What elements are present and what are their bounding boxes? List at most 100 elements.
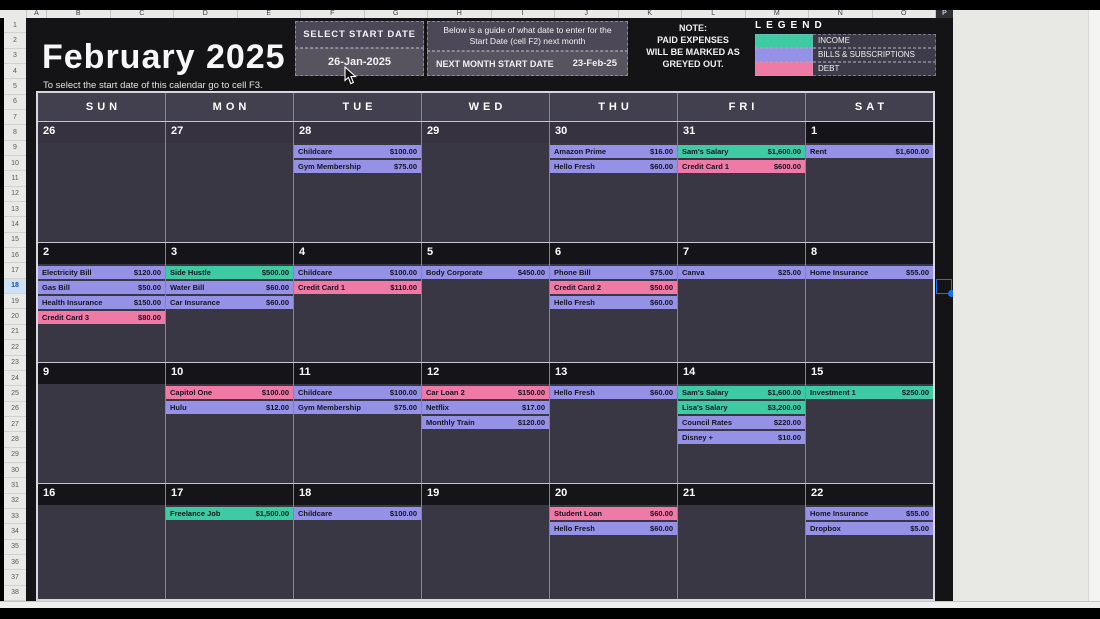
day-cell-11[interactable]: 11 Childcare $100.00 Gym Membership $75.00 — [293, 363, 421, 483]
row-header-33[interactable]: 33 — [4, 509, 26, 525]
calendar-entry[interactable]: Gas Bill $50.00 — [38, 280, 165, 294]
row-header-18[interactable]: 18 — [4, 278, 26, 295]
day-cell-1[interactable]: 1 Rent $1,600.00 — [805, 122, 933, 242]
row-header-38[interactable]: 38 — [4, 586, 26, 601]
column-header-G[interactable]: G — [363, 10, 428, 18]
column-header-C[interactable]: C — [109, 10, 174, 18]
calendar-entry[interactable]: Car Insurance $60.00 — [166, 295, 293, 309]
calendar-entry[interactable]: Side Hustle $500.00 — [166, 265, 293, 279]
calendar-entry[interactable]: Childcare $100.00 — [294, 145, 421, 158]
fill-handle-icon[interactable] — [948, 290, 955, 297]
row-header-21[interactable]: 21 — [4, 325, 26, 341]
day-cell-7[interactable]: 7 Canva $25.00 — [677, 242, 805, 362]
calendar-entry[interactable]: Hello Fresh $60.00 — [550, 386, 677, 399]
calendar-entry[interactable]: Rent $1,600.00 — [806, 145, 933, 158]
calendar-entry[interactable]: Gym Membership $75.00 — [294, 401, 421, 414]
calendar-entry[interactable]: Sam's Salary $1,600.00 — [678, 145, 805, 158]
calendar-entry[interactable]: Body Corporate $450.00 — [422, 265, 549, 279]
column-header-K[interactable]: K — [617, 10, 682, 18]
day-cell-6[interactable]: 6 Phone Bill $75.00 Credit Card 2 $50.00 Hell… — [549, 242, 677, 362]
horizontal-scroll-strip[interactable] — [0, 601, 1100, 608]
row-header-11[interactable]: 11 — [4, 171, 26, 187]
selected-cell[interactable] — [936, 279, 955, 297]
day-cell-20[interactable]: 20 Student Loan $60.00 Hello Fresh $60.00 — [549, 483, 677, 599]
column-header-D[interactable]: D — [173, 10, 237, 18]
calendar-entry[interactable]: Amazon Prime $16.00 — [550, 145, 677, 158]
calendar-entry[interactable]: Lisa's Salary $3,200.00 — [678, 401, 805, 414]
calendar-entry[interactable]: Capitol One $100.00 — [166, 386, 293, 399]
day-cell-28[interactable]: 28 Childcare $100.00 Gym Membership $75.00 — [293, 122, 421, 242]
calendar-entry[interactable]: Canva $25.00 — [678, 265, 805, 279]
calendar-entry[interactable]: Water Bill $60.00 — [166, 280, 293, 294]
column-header-O[interactable]: O — [871, 10, 936, 18]
calendar-entry[interactable]: Dropbox $5.00 — [806, 521, 933, 535]
calendar-entry[interactable]: Hello Fresh $60.00 — [550, 521, 677, 535]
row-header-36[interactable]: 36 — [4, 555, 26, 571]
row-header-29[interactable]: 29 — [4, 448, 26, 463]
day-cell-21[interactable]: 21 — [677, 483, 805, 599]
row-header-12[interactable]: 12 — [4, 187, 26, 203]
day-cell-26[interactable]: 26 — [38, 122, 165, 242]
row-header-24[interactable]: 24 — [4, 371, 26, 387]
calendar-entry[interactable]: Gym Membership $75.00 — [294, 160, 421, 173]
calendar-entry[interactable]: Freelance Job $1,500.00 — [166, 506, 293, 520]
row-header-25[interactable]: 25 — [4, 386, 26, 402]
day-cell-15[interactable]: 15 Investment 1 $250.00 — [805, 363, 933, 483]
row-header-6[interactable]: 6 — [4, 95, 26, 111]
column-header-B[interactable]: B — [46, 10, 110, 18]
column-header-N[interactable]: N — [808, 10, 872, 18]
calendar-entry[interactable]: Student Loan $60.00 — [550, 506, 677, 520]
day-cell-29[interactable]: 29 — [421, 122, 549, 242]
calendar-entry[interactable]: Childcare $100.00 — [294, 506, 421, 520]
calendar-entry[interactable]: Health Insurance $150.00 — [38, 295, 165, 309]
row-header-34[interactable]: 34 — [4, 524, 26, 540]
day-cell-27[interactable]: 27 — [165, 122, 293, 242]
day-cell-19[interactable]: 19 — [421, 483, 549, 599]
column-header-J[interactable]: J — [554, 10, 618, 18]
calendar-entry[interactable]: Home Insurance $55.00 — [806, 506, 933, 520]
row-header-35[interactable]: 35 — [4, 540, 26, 555]
row-header-22[interactable]: 22 — [4, 340, 26, 356]
day-cell-9[interactable]: 9 — [38, 363, 165, 483]
column-header-E[interactable]: E — [236, 10, 301, 18]
calendar-entry[interactable]: Hulu $12.00 — [166, 401, 293, 414]
day-cell-3[interactable]: 3 Side Hustle $500.00 Water Bill $60.00 Car I… — [165, 242, 293, 362]
calendar-entry[interactable]: Monthly Train $120.00 — [422, 416, 549, 429]
day-cell-13[interactable]: 13 Hello Fresh $60.00 — [549, 363, 677, 483]
column-header-A[interactable]: A — [26, 10, 46, 18]
column-header-M[interactable]: M — [744, 10, 809, 18]
calendar-entry[interactable]: Car Loan 2 $150.00 — [422, 386, 549, 399]
day-cell-4[interactable]: 4 Childcare $100.00 Credit Card 1 $110.00 — [293, 242, 421, 362]
day-cell-12[interactable]: 12 Car Loan 2 $150.00 Netflix $17.00 Monthly … — [421, 363, 549, 483]
row-header-32[interactable]: 32 — [4, 494, 26, 509]
day-cell-30[interactable]: 30 Amazon Prime $16.00 Hello Fresh $60.00 — [549, 122, 677, 242]
row-header-13[interactable]: 13 — [4, 202, 26, 218]
row-header-20[interactable]: 20 — [4, 310, 26, 325]
row-header-30[interactable]: 30 — [4, 463, 26, 479]
calendar-entry[interactable]: Hello Fresh $60.00 — [550, 160, 677, 173]
calendar-entry[interactable]: Home Insurance $55.00 — [806, 265, 933, 279]
row-header-4[interactable]: 4 — [4, 64, 26, 80]
row-header-8[interactable]: 8 — [4, 125, 26, 141]
calendar-entry[interactable]: Investment 1 $250.00 — [806, 386, 933, 399]
calendar-entry[interactable]: Credit Card 3 $80.00 — [38, 310, 165, 324]
vertical-scrollbar[interactable] — [1088, 10, 1100, 601]
day-cell-31[interactable]: 31 Sam's Salary $1,600.00 Credit Card 1 $600… — [677, 122, 805, 242]
row-header-16[interactable]: 16 — [4, 248, 26, 264]
row-header-37[interactable]: 37 — [4, 570, 26, 586]
calendar-entry[interactable]: Hello Fresh $60.00 — [550, 295, 677, 309]
day-cell-17[interactable]: 17 Freelance Job $1,500.00 — [165, 483, 293, 599]
day-cell-8[interactable]: 8 Home Insurance $55.00 — [805, 242, 933, 362]
row-header-15[interactable]: 15 — [4, 233, 26, 249]
day-cell-2[interactable]: 2 Electricity Bill $120.00 Gas Bill $50.00 He… — [38, 242, 165, 362]
calendar-entry[interactable]: Credit Card 1 $110.00 — [294, 280, 421, 294]
calendar-entry[interactable]: Credit Card 2 $50.00 — [550, 280, 677, 294]
row-header-9[interactable]: 9 — [4, 141, 26, 157]
calendar-entry[interactable]: Credit Card 1 $600.00 — [678, 160, 805, 173]
calendar-entry[interactable]: Phone Bill $75.00 — [550, 265, 677, 279]
calendar-entry[interactable]: Sam's Salary $1,600.00 — [678, 386, 805, 399]
day-cell-18[interactable]: 18 Childcare $100.00 — [293, 483, 421, 599]
calendar-entry[interactable]: Electricity Bill $120.00 — [38, 265, 165, 279]
column-header-P[interactable]: P — [935, 10, 953, 18]
calendar-entry[interactable]: Childcare $100.00 — [294, 386, 421, 399]
